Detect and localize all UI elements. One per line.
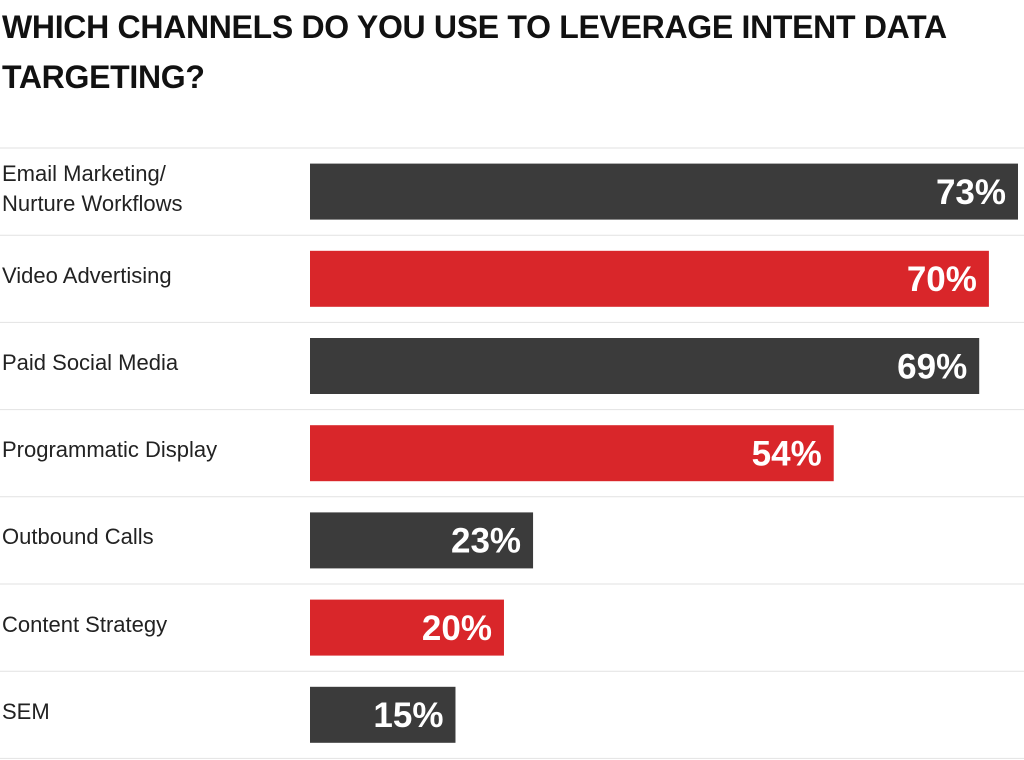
bar bbox=[310, 250, 989, 307]
bar bbox=[310, 425, 834, 482]
category-label: Video Advertising bbox=[2, 262, 172, 288]
value-label: 23% bbox=[451, 522, 521, 561]
value-label: 69% bbox=[897, 347, 967, 386]
category-label: Email Marketing/ Nurture Workflows bbox=[2, 160, 183, 216]
value-label: 70% bbox=[907, 260, 977, 299]
chart-title: WHICH CHANNELS DO YOU USE TO LEVERAGE IN… bbox=[2, 9, 946, 95]
bar bbox=[310, 686, 456, 743]
category-label: Paid Social Media bbox=[2, 350, 179, 375]
category-label: Programmatic Display bbox=[2, 437, 218, 463]
value-label: 54% bbox=[752, 434, 822, 473]
category-label: Outbound Calls bbox=[2, 524, 154, 550]
value-label: 20% bbox=[422, 609, 492, 648]
category-label: Content Strategy bbox=[2, 611, 168, 637]
bar bbox=[310, 599, 504, 656]
value-label: 73% bbox=[936, 173, 1006, 212]
category-label: SEM bbox=[2, 698, 50, 724]
bar bbox=[310, 512, 534, 569]
bar bbox=[310, 338, 980, 394]
value-label: 15% bbox=[373, 696, 443, 735]
bar bbox=[310, 163, 1018, 220]
